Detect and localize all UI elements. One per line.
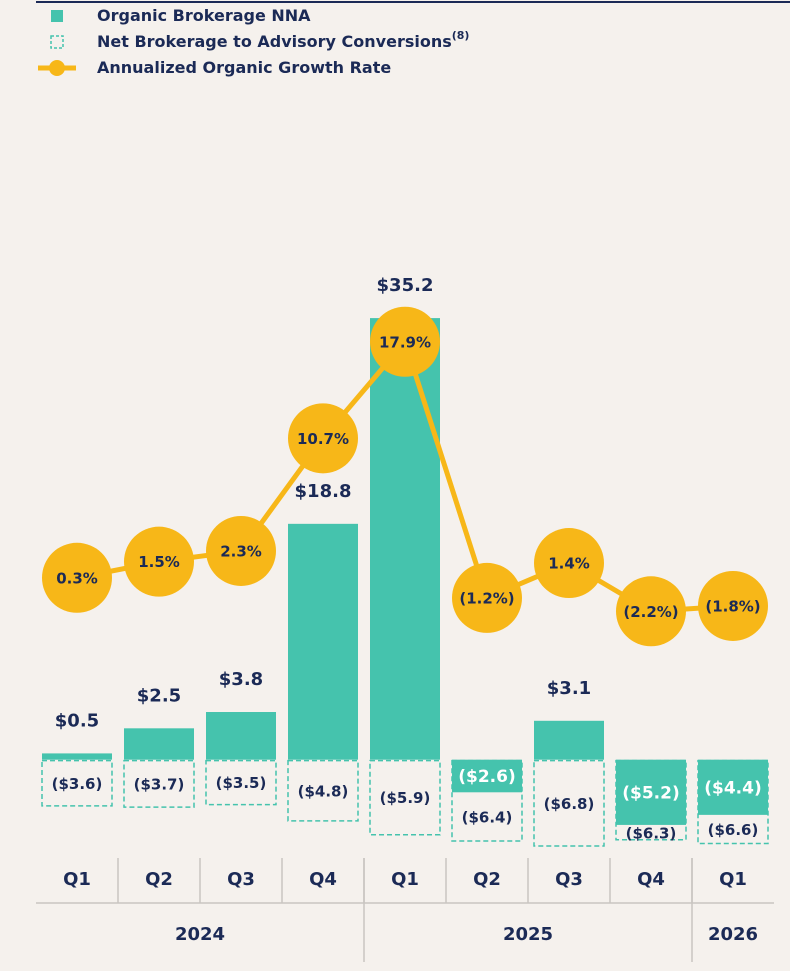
legend-label: Organic Brokerage NNA: [97, 6, 311, 25]
growth-label: (2.2%): [623, 603, 678, 621]
growth-point: [206, 515, 276, 586]
nna-bar: [616, 759, 686, 825]
x-tick-label: Q1: [63, 869, 91, 890]
x-tick-label: Q2: [473, 869, 501, 890]
nna-label: $3.8: [219, 669, 263, 690]
growth-point: [288, 403, 358, 474]
legend-label: Annualized Organic Growth Rate: [97, 58, 391, 77]
conversion-label: ($3.5): [216, 774, 267, 792]
legend-text: Net Brokerage to Advisory Conversions: [97, 32, 452, 51]
legend-note: (8): [452, 29, 470, 42]
x-tick-label: Q2: [145, 869, 173, 890]
nna-label: $18.8: [295, 481, 352, 502]
growth-label: 1.4%: [548, 555, 590, 573]
growth-point: [124, 526, 194, 597]
conversion-label: ($5.9): [380, 789, 431, 807]
legend-swatch: [50, 35, 64, 49]
conversion-label: ($6.4): [462, 809, 513, 827]
growth-label: 1.5%: [138, 553, 180, 571]
nna-label: ($5.2): [622, 783, 679, 803]
conversion-label: ($6.3): [626, 824, 677, 842]
nna-bar: [452, 759, 522, 793]
growth-label: 17.9%: [379, 333, 431, 351]
growth-label: 10.7%: [297, 430, 349, 448]
conversion-bar: [123, 759, 195, 808]
conversion-label: ($3.6): [52, 775, 103, 793]
growth-point: [452, 562, 522, 633]
group-label: 2024: [175, 924, 225, 945]
x-tick-label: Q3: [555, 869, 583, 890]
nna-label: $0.5: [55, 710, 99, 731]
nna-bar: [370, 318, 440, 760]
group-label: 2026: [708, 924, 758, 945]
legend-text: Organic Brokerage NNA: [97, 6, 311, 25]
x-tick-label: Q4: [637, 869, 665, 890]
growth-point: [42, 542, 112, 613]
nna-label: $3.1: [547, 678, 591, 699]
growth-point: [534, 528, 604, 599]
x-tick-label: Q4: [309, 869, 337, 890]
x-tick-label: Q1: [391, 869, 419, 890]
nna-label: $2.5: [137, 685, 181, 706]
nna-label: ($4.4): [704, 778, 761, 798]
nna-bar: [698, 759, 768, 815]
legend-text: Annualized Organic Growth Rate: [97, 58, 391, 77]
conversion-bar: [287, 759, 359, 822]
conversion-bar: [205, 759, 277, 806]
x-tick-label: Q1: [719, 869, 747, 890]
growth-point: [370, 306, 440, 377]
conversion-bar: [369, 759, 441, 836]
group-label: 2025: [503, 924, 553, 945]
legend-dot: [49, 60, 65, 76]
conversion-label: ($6.6): [708, 821, 759, 839]
growth-label: (1.2%): [459, 589, 514, 607]
conversion-bar: [41, 759, 113, 807]
nna-label: $35.2: [377, 275, 434, 296]
nna-bar: [124, 728, 194, 760]
growth-point: [698, 570, 768, 641]
growth-label: 0.3%: [56, 569, 98, 587]
nna-label: ($2.6): [458, 767, 515, 787]
legend-swatch: [51, 10, 63, 22]
growth-label: (1.8%): [705, 597, 760, 615]
nna-bar: [288, 523, 358, 760]
growth-point: [616, 576, 686, 647]
conversion-label: ($4.8): [298, 782, 349, 800]
conversion-label: ($6.8): [544, 795, 595, 813]
x-tick-label: Q3: [227, 869, 255, 890]
nna-bar: [534, 720, 604, 760]
growth-label: 2.3%: [220, 542, 262, 560]
conversion-bar: [533, 759, 605, 847]
nna-bar: [206, 712, 276, 760]
nna-bar: [42, 753, 112, 760]
legend-label: Net Brokerage to Advisory Conversions(8): [97, 29, 469, 51]
conversion-label: ($3.7): [134, 775, 185, 793]
